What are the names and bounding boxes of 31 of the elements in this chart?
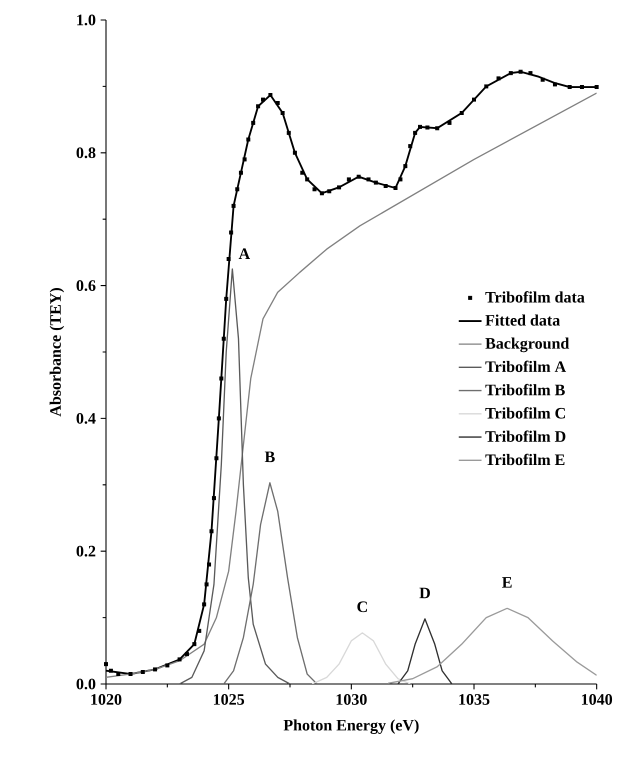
x-tick-label: 1035	[459, 694, 490, 705]
annotation: D	[419, 588, 430, 598]
legend-label: Fitted data	[485, 314, 560, 326]
x-tick-label: 1040	[582, 694, 612, 705]
y-tick-label: 0.4	[76, 412, 96, 424]
line-series	[178, 268, 291, 684]
legend-label: Background	[485, 338, 570, 352]
legend-label: Tribofilm B	[485, 384, 565, 396]
y-tick-label: 0.8	[76, 147, 96, 158]
line-series	[223, 482, 318, 684]
annotation: C	[357, 601, 367, 612]
legend-label: Tribofilm E	[485, 454, 564, 466]
line-series	[387, 608, 597, 684]
annotation: E	[502, 577, 512, 588]
y-tick-label: 0.6	[76, 280, 96, 292]
annotation: A	[238, 248, 250, 259]
legend-label: Tribofilm A	[485, 360, 566, 372]
x-tick-label: 1025	[214, 694, 244, 705]
line-series	[397, 618, 453, 684]
annotation: B	[264, 452, 275, 462]
x-axis-title: Photon Energy (eV)	[284, 719, 419, 734]
y-tick-label: 0.0	[76, 678, 96, 690]
x-tick-label: 1030	[336, 694, 367, 705]
line-series	[311, 632, 411, 684]
legend-label: Tribofilm data	[485, 291, 585, 303]
legend-label: Tribofilm D	[485, 430, 566, 442]
y-tick-label: 0.2	[76, 546, 96, 557]
x-tick-label: 1020	[91, 694, 122, 705]
y-axis-title: Absorbance (TEY)	[50, 288, 64, 417]
legend-label: Tribofilm C	[485, 407, 565, 419]
y-tick-label: 1.0	[77, 14, 96, 26]
